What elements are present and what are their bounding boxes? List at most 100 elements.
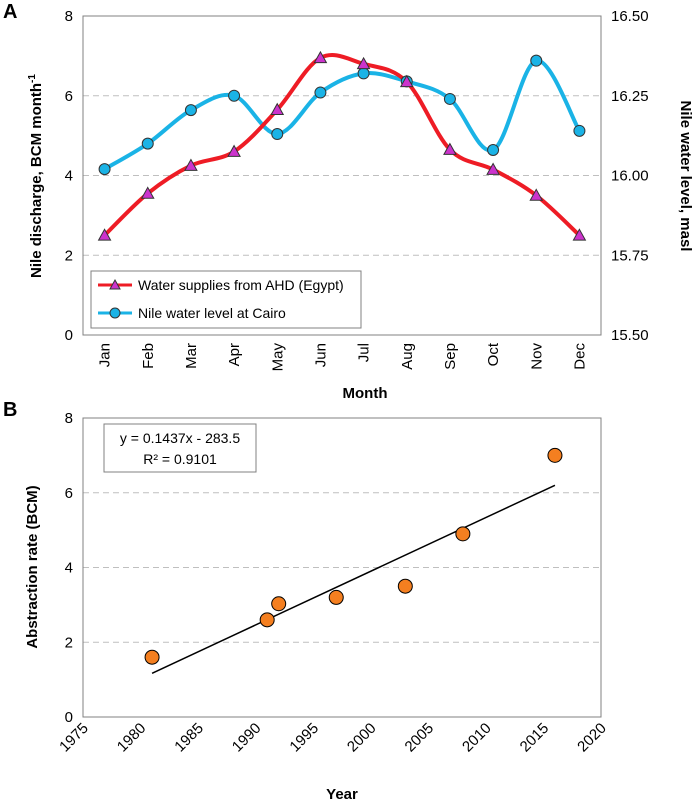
panel-a-x-tick-label: Jun xyxy=(312,343,329,367)
abstraction-point xyxy=(144,649,160,665)
panel-a-label: A xyxy=(3,1,17,23)
panel-a-x-tick-label: Sep xyxy=(442,343,459,370)
panel-a-x-axis-title: Month xyxy=(343,385,388,402)
ahd-supply-point xyxy=(399,74,414,88)
trendline-equation: y = 0.1437x - 283.5 xyxy=(120,430,240,446)
abstraction-point xyxy=(397,578,413,594)
panel-a-y-axis-title: Nile discharge, BCM month-1 xyxy=(27,74,45,278)
panel-b-x-tick-label: 1975 xyxy=(56,720,92,756)
panel-b-x-tick-label: 2005 xyxy=(402,720,438,756)
panel-b-y-tick-label: 8 xyxy=(65,410,73,427)
ahd-supply-point xyxy=(140,186,155,199)
panel-a-y2-tick-labels: 15.50 15.75 16.00 16.25 16.50 xyxy=(611,8,649,344)
nile-level-point xyxy=(443,92,456,105)
nile-level-point xyxy=(141,137,154,150)
panel-a-chart: A 0 2 4 6 8 15.50 15.75 16.00 16.25 16.50 Jan Feb… xyxy=(3,1,692,402)
panel-b-x-tick-label: 2010 xyxy=(459,720,495,756)
nile-level-point xyxy=(530,54,543,67)
ahd-supply-point xyxy=(443,142,457,155)
panel-a-y-tick-label: 2 xyxy=(65,247,73,264)
trendline xyxy=(151,484,556,674)
ahd-supply-point xyxy=(486,162,500,175)
panel-a-y-axis-title-text: Nile discharge, BCM month xyxy=(28,83,45,278)
nile-level-point xyxy=(271,128,284,141)
abstraction-point xyxy=(455,526,471,542)
panel-a-y2-tick-label: 15.50 xyxy=(611,327,649,344)
panel-a-x-tick-label: Jan xyxy=(97,343,114,367)
panel-a-y2-tick-label: 15.75 xyxy=(611,247,649,264)
panel-b-points xyxy=(144,447,563,665)
legend-circle-marker xyxy=(109,307,121,319)
legend-triangle-marker xyxy=(109,278,121,290)
panel-a-legend-box xyxy=(90,270,362,329)
equation-box-frame xyxy=(103,423,257,473)
panel-a-x-tick-label: Dec xyxy=(571,343,588,370)
panel-b-gridlines xyxy=(83,492,601,643)
panel-b-x-tick-label: 2020 xyxy=(574,720,610,756)
ahd-supply-point xyxy=(184,158,198,171)
panel-a-x-tick-label: Nov xyxy=(528,343,545,370)
ahd-supply-point xyxy=(227,144,241,157)
legend-label-ahd: Water supplies from AHD (Egypt) xyxy=(138,277,344,293)
ahd-supply-point xyxy=(97,228,112,241)
panel-a-x-tick-label: May xyxy=(269,343,286,372)
ahd-supply-point xyxy=(356,56,371,70)
panel-b-equation-box: y = 0.1437x - 283.5 R² = 0.9101 xyxy=(103,423,257,473)
trendline-r-squared: R² = 0.9101 xyxy=(143,451,217,467)
panel-b-y-tick-labels: 0 2 4 6 8 xyxy=(65,410,73,726)
panel-a-y-tick-labels: 0 2 4 6 8 xyxy=(65,8,73,344)
panel-b-x-tick-labels: 1975 1980 1985 1990 1995 2000 2005 2010 2015 2020 xyxy=(56,720,610,756)
panel-b-y-tick-label: 4 xyxy=(65,560,73,577)
panel-a-y2-tick-label: 16.50 xyxy=(611,8,649,25)
panel-b-y-tick-label: 6 xyxy=(65,485,73,502)
abstraction-point xyxy=(547,447,563,463)
panel-a-y-axis-title-superscript: -1 xyxy=(27,74,38,83)
nile-level-point xyxy=(98,163,111,176)
panel-a-y-tick-label: 0 xyxy=(65,327,73,344)
nile-level-point xyxy=(573,124,586,137)
abstraction-point xyxy=(259,612,275,628)
abstraction-point xyxy=(271,596,287,612)
panel-b-plot-area xyxy=(82,417,602,718)
panel-a-x-tick-label: Apr xyxy=(226,343,243,366)
panel-b-y-tick-label: 2 xyxy=(65,634,73,651)
panel-b-y-tick-label: 0 xyxy=(65,709,73,726)
nile-level-point xyxy=(487,143,500,156)
ahd-supply-point xyxy=(529,188,544,201)
nile-level-point xyxy=(184,104,197,117)
ahd-supply-point xyxy=(572,228,587,241)
panel-a-x-tick-label: Jul xyxy=(356,343,373,362)
ahd-supply-point xyxy=(270,102,285,116)
panel-a-y-tick-label: 4 xyxy=(65,168,73,185)
panel-b-y-axis-title: Abstraction rate (BCM) xyxy=(24,485,41,648)
panel-a-y2-tick-label: 16.25 xyxy=(611,88,649,105)
panel-b-x-tick-label: 2000 xyxy=(344,720,380,756)
panel-a-legend: Water supplies from AHD (Egypt) Nile wat… xyxy=(90,270,362,329)
nile-level-point xyxy=(228,89,241,102)
panel-b-x-tick-label: 1985 xyxy=(171,720,207,756)
panel-a-x-tick-labels: Jan Feb Mar Apr May Jun Jul Aug Sep Oct Nov Dec xyxy=(97,342,589,371)
panel-b-x-tick-label: 1995 xyxy=(286,720,322,756)
panel-a-y-tick-label: 8 xyxy=(65,8,73,25)
panel-a-x-tick-label: Aug xyxy=(399,343,416,370)
panel-a-y-tick-label: 6 xyxy=(65,88,73,105)
panel-a-y2-axis-title: Nile water level, masl xyxy=(677,101,692,252)
panel-b-x-tick-label: 2015 xyxy=(517,720,553,756)
series-line-nile-level xyxy=(103,58,582,171)
panel-a-series xyxy=(97,50,587,241)
nile-level-point xyxy=(314,86,327,99)
nile-level-point xyxy=(357,67,370,80)
panel-b-trendline-group xyxy=(151,484,556,674)
panel-b-label: B xyxy=(3,399,17,421)
panel-b-x-tick-label: 1990 xyxy=(229,720,265,756)
panel-a-gridlines xyxy=(83,95,601,256)
panel-b-chart: B 0 2 4 6 8 1975 1980 1985 1990 1995 2000 2005 2010… xyxy=(3,399,610,803)
panel-a-x-tick-label: Mar xyxy=(183,343,200,369)
panel-b-x-tick-label: 1980 xyxy=(114,720,150,756)
panel-a-plot-area xyxy=(82,15,602,336)
panel-a-y2-tick-label: 16.00 xyxy=(611,168,649,185)
panel-a-x-tick-label: Feb xyxy=(140,343,157,369)
panel-a-x-tick-label: Oct xyxy=(485,342,502,366)
panel-b-x-axis-title: Year xyxy=(326,786,358,803)
